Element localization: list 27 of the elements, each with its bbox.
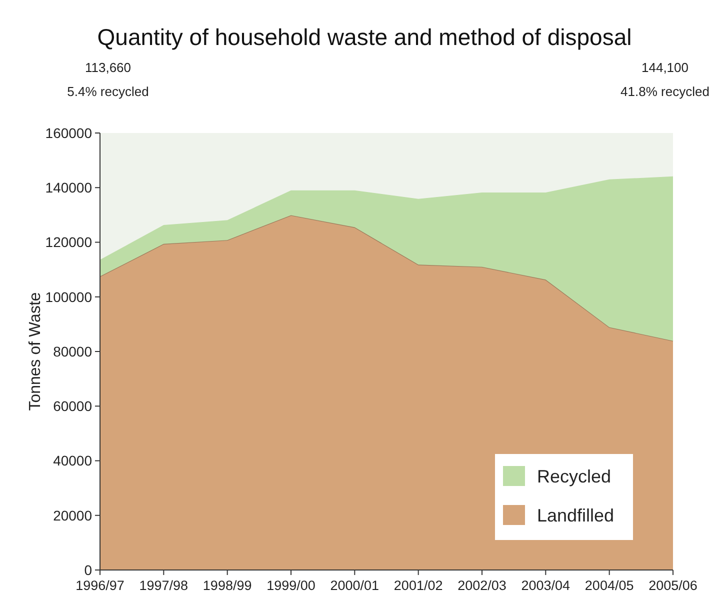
y-tick-label: 20000 bbox=[53, 507, 92, 524]
y-axis-title: Tonnes of Waste bbox=[27, 292, 44, 411]
legend-label: Recycled bbox=[537, 466, 612, 486]
text: 113,660 bbox=[84, 60, 132, 75]
x-tick-label: 2005/06 bbox=[648, 578, 698, 593]
x-tick-label: 1997/98 bbox=[139, 578, 188, 593]
x-tick-label: 1998/99 bbox=[202, 578, 252, 593]
y-tick-label: 40000 bbox=[53, 452, 92, 469]
text: 144,100 bbox=[642, 60, 688, 75]
x-tick-label: 1999/00 bbox=[266, 578, 316, 593]
x-tick-label: 2004/05 bbox=[584, 578, 634, 593]
y-tick-label: 60000 bbox=[53, 398, 92, 414]
legend-label: Landfilled bbox=[537, 505, 614, 526]
y-tick-label: 140000 bbox=[45, 180, 92, 196]
chart-title: Quantity of household waste and method of disposal bbox=[97, 24, 632, 50]
x-tick-label: 2001/02 bbox=[394, 578, 443, 593]
y-tick-label: 120000 bbox=[45, 234, 92, 250]
x-tick-label: 2002/03 bbox=[458, 578, 506, 593]
y-tick-label: 0 bbox=[84, 562, 92, 578]
text: 41.8% recycled bbox=[620, 84, 710, 99]
x-tick-label: 1996/97 bbox=[76, 578, 124, 593]
x-tick-label: 2000/01 bbox=[330, 578, 380, 593]
text: 5.4% recycled bbox=[67, 84, 149, 99]
x-tick-label: 2003/04 bbox=[521, 578, 571, 593]
y-tick-label: 160000 bbox=[45, 124, 92, 141]
y-tick-label: 100000 bbox=[45, 288, 92, 305]
y-tick-label: 80000 bbox=[53, 343, 92, 360]
